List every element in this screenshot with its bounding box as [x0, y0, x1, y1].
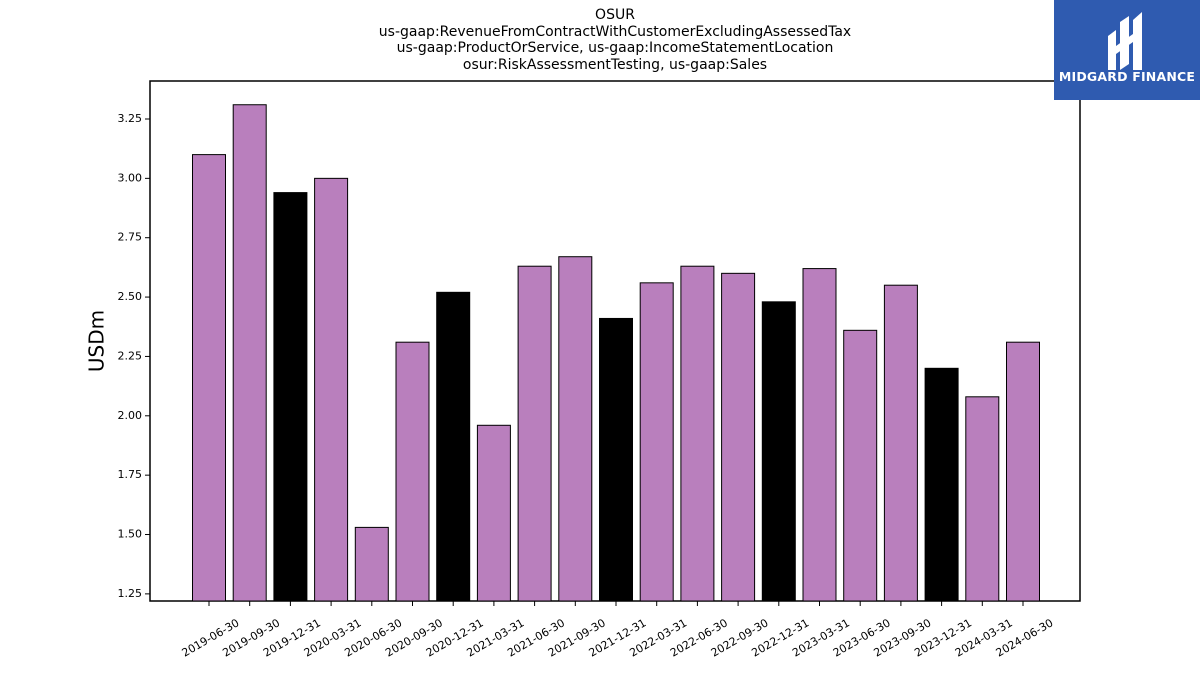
y-tick-label: 1.75	[118, 468, 143, 481]
bar-2022-09-30	[721, 272, 756, 602]
y-tick-label: 2.00	[118, 409, 143, 422]
y-tick-label: 1.50	[118, 528, 143, 541]
bar-2022-12-31	[761, 301, 796, 602]
bar-2019-06-30	[192, 154, 226, 602]
chart-title-members: osur:RiskAssessmentTesting, us-gaap:Sale…	[462, 56, 768, 73]
bar-2023-12-31	[924, 367, 959, 602]
chart-title-ticker: OSUR	[595, 7, 635, 23]
chart-title-axes: us-gaap:ProductOrService, us-gaap:Income…	[396, 40, 834, 56]
bar-2022-03-31	[639, 282, 674, 602]
y-tick-label: 2.25	[118, 349, 143, 362]
midgard-finance-logo: MIDGARD FINANCE	[1054, 0, 1200, 100]
bar-2024-06-30	[1006, 341, 1040, 602]
y-tick-label: 1.25	[118, 587, 143, 600]
bar-2023-09-30	[883, 284, 918, 602]
bar-2020-09-30	[395, 341, 430, 602]
bar-2022-06-30	[680, 265, 715, 602]
y-tick-label: 3.25	[118, 112, 143, 125]
y-tick-label: 3.00	[118, 171, 143, 184]
x-axis: 2019-06-302019-09-302019-12-312020-03-31…	[180, 601, 1056, 660]
y-tick-label: 2.50	[118, 290, 143, 303]
bar-2019-09-30	[232, 104, 267, 602]
bar-2021-06-30	[517, 265, 552, 602]
bar-2020-06-30	[354, 526, 389, 602]
bar-2019-12-31	[273, 192, 308, 602]
bar-2023-03-31	[802, 268, 837, 602]
logo-text: MIDGARD FINANCE	[1058, 69, 1196, 84]
bar-2021-09-30	[558, 256, 593, 602]
chart-title-concept: us-gaap:RevenueFromContractWithCustomerE…	[378, 23, 852, 40]
y-axis-label: USDm	[85, 310, 109, 372]
y-tick-label: 2.75	[118, 231, 143, 244]
bar-2021-12-31	[599, 317, 633, 602]
bar-2024-03-31	[965, 396, 1000, 602]
y-axis: 1.25 1.50 1.75 2.00 2.25 2.50 2.75 3.00 3.25	[118, 112, 150, 600]
bar-2021-03-31	[476, 424, 511, 602]
bar-2020-12-31	[436, 291, 471, 602]
bar-2020-03-31	[314, 177, 349, 602]
bar-2023-06-30	[843, 329, 878, 602]
chart-title: OSUR us-gaap:RevenueFromContractWithCust…	[150, 7, 1080, 73]
bars-group	[192, 104, 1040, 602]
logo-mark-icon	[1108, 12, 1142, 70]
